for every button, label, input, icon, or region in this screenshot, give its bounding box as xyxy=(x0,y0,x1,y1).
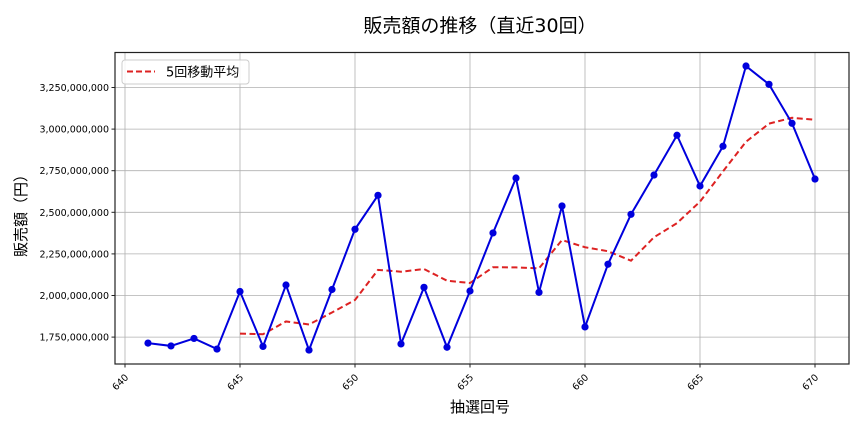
data-point-marker xyxy=(811,175,819,183)
data-point-marker xyxy=(512,174,520,182)
moving-average-polyline xyxy=(239,116,816,336)
data-point-marker xyxy=(604,260,612,268)
data-point-marker xyxy=(742,62,750,70)
data-point-marker xyxy=(558,202,566,210)
data-point-marker xyxy=(213,345,221,353)
data-point-marker xyxy=(397,340,405,348)
legend-label: 5回移動平均 xyxy=(166,66,239,81)
grid-lines xyxy=(115,52,849,364)
data-point-marker xyxy=(144,339,152,347)
data-point-marker xyxy=(167,342,175,350)
data-point-marker xyxy=(673,131,681,139)
data-point-marker xyxy=(259,342,267,351)
data-point-marker xyxy=(650,171,658,179)
x-axis-label: 抽選回号 xyxy=(450,398,510,416)
data-point-marker xyxy=(351,225,359,233)
x-tick-label: 650 xyxy=(341,372,362,393)
data-point-marker xyxy=(466,287,474,295)
x-axis-ticks: 640 645 650 655 660 665 670 xyxy=(111,364,822,393)
data-point-marker xyxy=(190,334,198,343)
data-point-marker xyxy=(374,191,382,199)
data-point-marker xyxy=(627,210,635,218)
data-point-marker xyxy=(443,343,451,351)
y-tick-label: 3,000,000,000 xyxy=(39,125,109,136)
data-point-marker xyxy=(765,80,773,88)
y-tick-label: 1,750,000,000 xyxy=(39,333,109,344)
data-point-marker xyxy=(489,229,497,237)
x-tick-label: 640 xyxy=(111,372,132,393)
moving-average-line xyxy=(239,116,816,336)
data-point-marker xyxy=(305,346,313,354)
y-tick-label: 2,750,000,000 xyxy=(39,166,109,177)
data-point-marker xyxy=(788,119,796,127)
chart-title: 販売額の推移（直近30回） xyxy=(363,15,596,37)
x-tick-label: 655 xyxy=(456,372,477,393)
data-point-marker xyxy=(719,142,727,150)
x-tick-label: 665 xyxy=(686,372,707,393)
y-tick-label: 2,000,000,000 xyxy=(39,291,109,302)
data-point-marker xyxy=(696,182,704,190)
data-point-marker xyxy=(236,287,244,296)
legend: 5回移動平均 xyxy=(121,59,250,85)
x-tick-label: 660 xyxy=(571,372,592,393)
y-axis-label: 販売額（円） xyxy=(12,167,30,257)
sales-polyline xyxy=(147,64,816,353)
data-point-marker xyxy=(328,285,336,294)
x-tick-label: 645 xyxy=(226,372,247,393)
data-point-marker xyxy=(581,323,589,331)
data-point-marker xyxy=(535,288,543,296)
y-tick-label: 2,250,000,000 xyxy=(39,249,109,260)
sales-line xyxy=(144,62,819,354)
y-axis-ticks: 1,750,000,000 2,000,000,000 2,250,000,000 2… xyxy=(39,83,115,344)
plot-frame xyxy=(114,51,850,365)
y-tick-label: 2,500,000,000 xyxy=(39,208,109,219)
y-tick-label: 3,250,000,000 xyxy=(39,83,109,94)
x-tick-label: 670 xyxy=(801,372,822,393)
data-point-marker xyxy=(282,281,290,289)
legend-box xyxy=(121,59,250,85)
data-point-marker xyxy=(420,283,428,291)
